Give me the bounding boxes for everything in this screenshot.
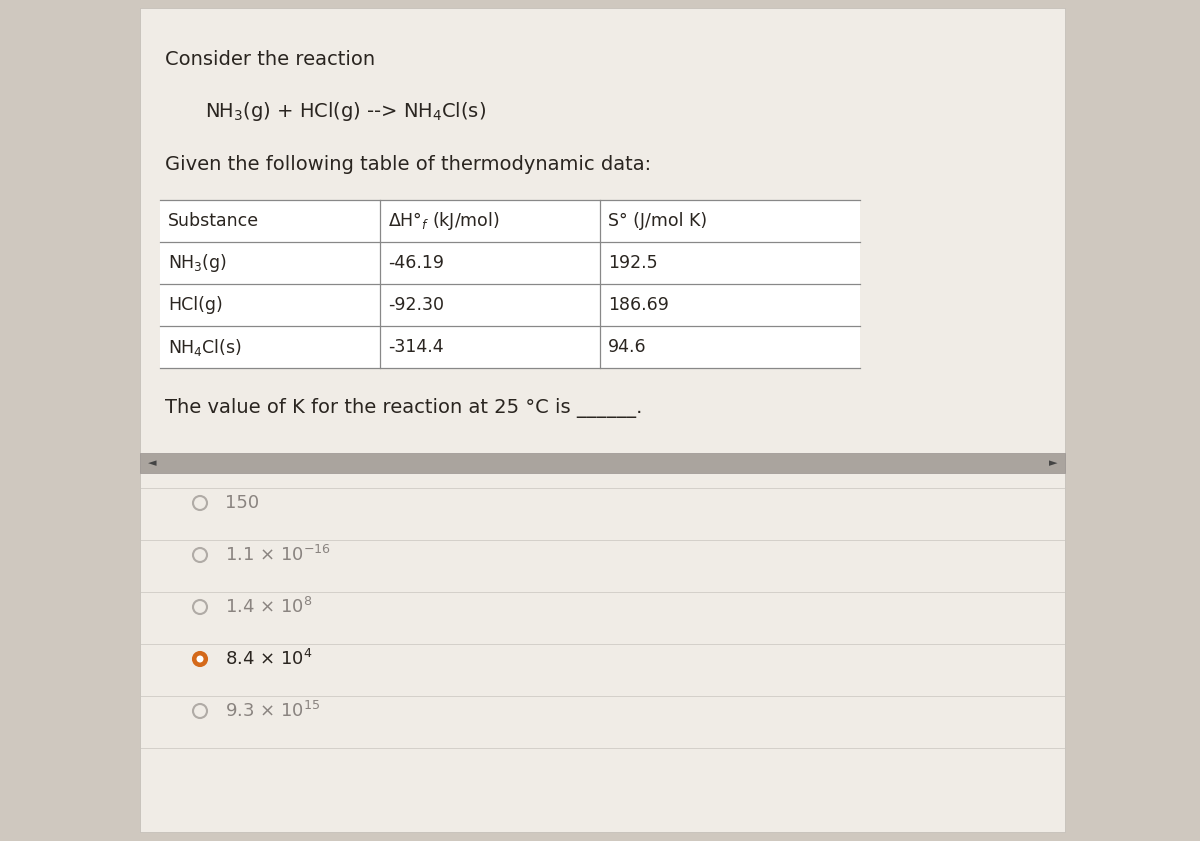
Text: Substance: Substance — [168, 212, 259, 230]
Text: ΔH°$_f$ (kJ/mol): ΔH°$_f$ (kJ/mol) — [388, 210, 499, 232]
Circle shape — [193, 704, 208, 718]
Circle shape — [193, 548, 208, 562]
Text: 9.3 × 10$^{15}$: 9.3 × 10$^{15}$ — [226, 701, 320, 721]
Text: 8.4 × 10$^4$: 8.4 × 10$^4$ — [226, 649, 312, 669]
Text: -92.30: -92.30 — [388, 296, 444, 314]
Bar — [140, 8, 1066, 832]
Text: Consider the reaction: Consider the reaction — [166, 50, 376, 69]
Bar — [140, 453, 1066, 473]
Circle shape — [193, 496, 208, 510]
Text: Given the following table of thermodynamic data:: Given the following table of thermodynam… — [166, 155, 652, 174]
Text: 1.4 × 10$^8$: 1.4 × 10$^8$ — [226, 597, 312, 617]
Text: -314.4: -314.4 — [388, 338, 444, 356]
Text: NH$_4$Cl(s): NH$_4$Cl(s) — [168, 336, 242, 357]
Text: S° (J/mol K): S° (J/mol K) — [608, 212, 707, 230]
Text: -46.19: -46.19 — [388, 254, 444, 272]
Text: ◄: ◄ — [148, 458, 156, 468]
Bar — [160, 200, 860, 368]
Text: 94.6: 94.6 — [608, 338, 647, 356]
Text: The value of K for the reaction at 25 °C is ______.: The value of K for the reaction at 25 °C… — [166, 398, 642, 418]
Circle shape — [193, 652, 208, 666]
Text: 186.69: 186.69 — [608, 296, 668, 314]
Text: NH$_3$(g): NH$_3$(g) — [168, 252, 227, 274]
Text: HCl(g): HCl(g) — [168, 296, 223, 314]
Text: 1.1 × 10$^{-16}$: 1.1 × 10$^{-16}$ — [226, 545, 331, 565]
Circle shape — [193, 600, 208, 614]
Text: NH$_3$(g) + HCl(g) --> NH$_4$Cl(s): NH$_3$(g) + HCl(g) --> NH$_4$Cl(s) — [205, 100, 486, 123]
Text: 192.5: 192.5 — [608, 254, 658, 272]
Text: 150: 150 — [226, 494, 259, 512]
Text: ►: ► — [1049, 458, 1057, 468]
Circle shape — [197, 655, 204, 663]
